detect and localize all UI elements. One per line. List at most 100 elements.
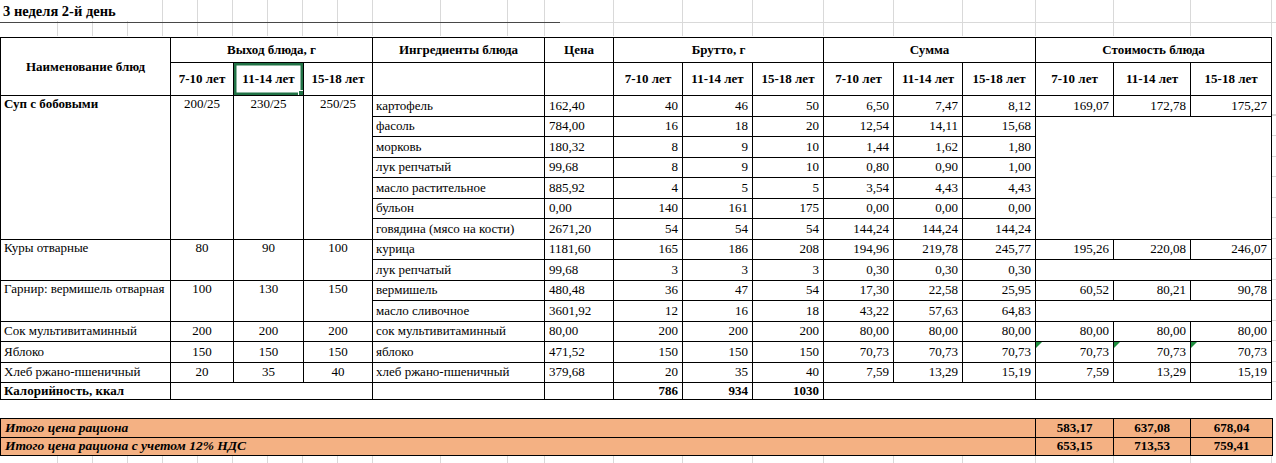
header-gross-age1[interactable]: 7-10 лет: [614, 63, 683, 96]
total-price-vat-value[interactable]: 713,53: [1114, 437, 1191, 456]
total-price-value[interactable]: 637,08: [1114, 419, 1191, 438]
ingredient-cell[interactable]: яблоко: [373, 342, 545, 363]
cost-cell[interactable]: 7,59: [1036, 362, 1114, 383]
calories-total-cell[interactable]: 1030: [753, 383, 824, 400]
output-cell[interactable]: 200: [171, 321, 234, 342]
sum-cell[interactable]: 12,54: [824, 116, 894, 137]
gross-cell[interactable]: 200: [753, 321, 824, 342]
gross-cell[interactable]: 3: [683, 260, 753, 281]
gross-cell[interactable]: 20: [753, 116, 824, 137]
ingredient-cell[interactable]: лук репчатый: [373, 260, 545, 281]
price-cell[interactable]: 99,68: [545, 260, 614, 281]
calories-total-cell[interactable]: 934: [683, 383, 753, 400]
sum-cell[interactable]: 3,54: [824, 178, 894, 199]
sum-cell[interactable]: 0,80: [824, 157, 894, 178]
sum-cell[interactable]: 25,95: [963, 280, 1036, 301]
ingredient-cell[interactable]: масло растительное: [373, 178, 545, 199]
sum-cell[interactable]: 80,00: [894, 321, 963, 342]
cost-cell[interactable]: 195,26: [1036, 239, 1114, 260]
ingredient-cell[interactable]: картофель: [373, 96, 545, 117]
sum-cell[interactable]: 17,30: [824, 280, 894, 301]
header-gross-age3[interactable]: 15-18 лет: [753, 63, 824, 96]
dish-name-cell[interactable]: Гарнир: вермишель отварная: [1, 280, 171, 321]
sum-cell[interactable]: 22,58: [894, 280, 963, 301]
cost-cell[interactable]: 13,29: [1114, 362, 1191, 383]
header-ingredients[interactable]: Ингредиенты блюда: [373, 38, 545, 63]
output-cell[interactable]: 150: [304, 280, 373, 321]
header-gross-age2[interactable]: 11-14 лет: [683, 63, 753, 96]
sum-cell[interactable]: 4,43: [963, 178, 1036, 199]
cost-cell[interactable]: 220,08: [1114, 239, 1191, 260]
total-price-value[interactable]: 583,17: [1036, 419, 1114, 438]
sum-cell[interactable]: 1,62: [894, 137, 963, 158]
gross-cell[interactable]: 40: [614, 96, 683, 117]
output-cell[interactable]: 90: [234, 239, 304, 280]
price-cell[interactable]: 379,68: [545, 362, 614, 383]
cost-cell-with-flag[interactable]: 70,73: [1114, 342, 1191, 363]
sum-cell[interactable]: 7,59: [824, 362, 894, 383]
sum-cell[interactable]: 0,90: [894, 157, 963, 178]
gross-cell[interactable]: 12: [614, 301, 683, 322]
cost-cell[interactable]: 80,00: [1191, 321, 1272, 342]
price-cell[interactable]: 3601,92: [545, 301, 614, 322]
output-cell[interactable]: 200: [234, 321, 304, 342]
ingredient-cell[interactable]: курица: [373, 239, 545, 260]
sum-cell[interactable]: 245,77: [963, 239, 1036, 260]
output-cell[interactable]: 40: [304, 362, 373, 383]
cost-cell[interactable]: 169,07: [1036, 96, 1114, 117]
ingredient-cell[interactable]: лук репчатый: [373, 157, 545, 178]
gross-cell[interactable]: 200: [614, 321, 683, 342]
dish-name-cell[interactable]: Хлеб ржано-пшеничный: [1, 362, 171, 383]
cost-cell[interactable]: 246,07: [1191, 239, 1272, 260]
header-sum-age2[interactable]: 11-14 лет: [894, 63, 963, 96]
output-cell[interactable]: 130: [234, 280, 304, 321]
gross-cell[interactable]: 20: [614, 362, 683, 383]
output-cell[interactable]: 200: [304, 321, 373, 342]
output-cell[interactable]: 150: [304, 342, 373, 363]
price-cell[interactable]: 1181,60: [545, 239, 614, 260]
sum-cell[interactable]: 0,30: [963, 260, 1036, 281]
gross-cell[interactable]: 46: [683, 96, 753, 117]
gross-cell[interactable]: 208: [753, 239, 824, 260]
calories-label-cell[interactable]: Калорийность, ккал: [1, 383, 171, 400]
dish-name-cell[interactable]: Куры отварные: [1, 239, 171, 280]
gross-cell[interactable]: 16: [614, 116, 683, 137]
sum-cell[interactable]: 0,00: [963, 198, 1036, 219]
sum-cell[interactable]: 7,47: [894, 96, 963, 117]
output-cell[interactable]: 150: [234, 342, 304, 363]
cost-cell[interactable]: 172,78: [1114, 96, 1191, 117]
cost-cell[interactable]: 80,00: [1114, 321, 1191, 342]
gross-cell[interactable]: 5: [753, 178, 824, 199]
price-cell[interactable]: 885,92: [545, 178, 614, 199]
output-cell[interactable]: 230/25: [234, 96, 304, 240]
output-cell[interactable]: 20: [171, 362, 234, 383]
gross-cell[interactable]: 186: [683, 239, 753, 260]
cost-cell[interactable]: 90,78: [1191, 280, 1272, 301]
gross-cell[interactable]: 9: [683, 157, 753, 178]
sum-cell[interactable]: 0,00: [824, 198, 894, 219]
total-price-label[interactable]: Итого цена рациона: [1, 419, 1036, 438]
gross-cell[interactable]: 18: [683, 116, 753, 137]
header-price[interactable]: Цена: [545, 38, 614, 63]
gross-cell[interactable]: 54: [683, 219, 753, 240]
gross-cell[interactable]: 150: [683, 342, 753, 363]
header-output[interactable]: Выход блюда, г: [171, 38, 373, 63]
sum-cell[interactable]: 1,44: [824, 137, 894, 158]
output-cell[interactable]: 100: [304, 239, 373, 280]
cost-empty-region[interactable]: [1036, 260, 1272, 281]
sum-cell[interactable]: 194,96: [824, 239, 894, 260]
ingredient-cell[interactable]: фасоль: [373, 116, 545, 137]
calories-cost-empty[interactable]: [1036, 383, 1272, 400]
cost-cell-with-flag[interactable]: 70,73: [1036, 342, 1114, 363]
output-cell[interactable]: 35: [234, 362, 304, 383]
gross-cell[interactable]: 9: [683, 137, 753, 158]
sum-cell[interactable]: 1,00: [963, 157, 1036, 178]
gross-cell[interactable]: 5: [683, 178, 753, 199]
gross-cell[interactable]: 40: [753, 362, 824, 383]
sum-cell[interactable]: 6,50: [824, 96, 894, 117]
sum-cell[interactable]: 43,22: [824, 301, 894, 322]
header-output-age2-selected-cell[interactable]: 11-14 лет: [234, 63, 304, 96]
gross-cell[interactable]: 10: [753, 137, 824, 158]
price-cell[interactable]: 784,00: [545, 116, 614, 137]
sum-cell[interactable]: 219,78: [894, 239, 963, 260]
